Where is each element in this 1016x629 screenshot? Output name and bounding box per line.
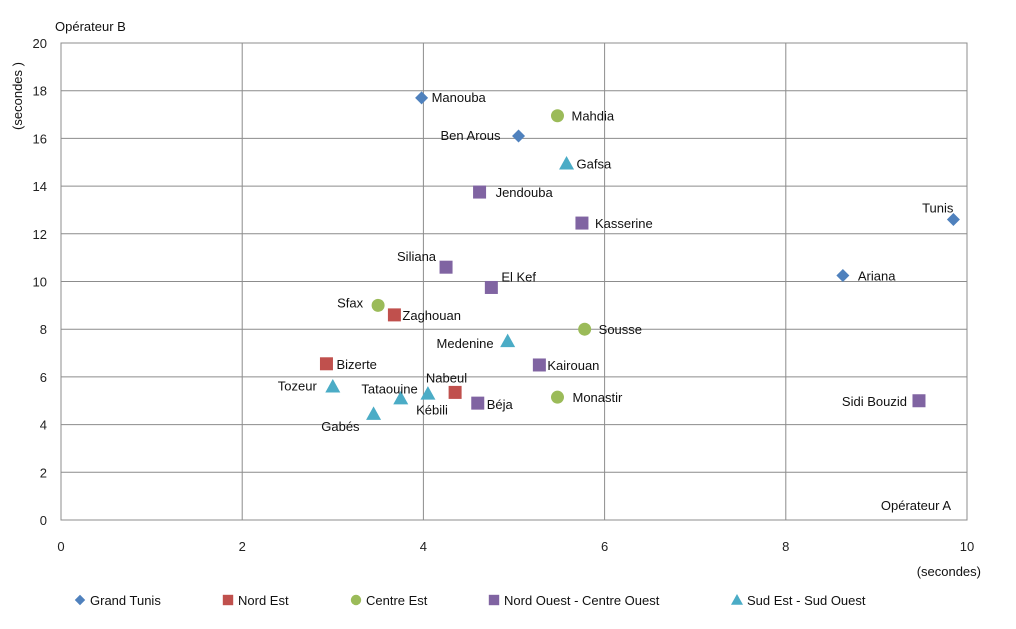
point-label: Monastir — [572, 390, 623, 405]
data-point — [559, 155, 575, 170]
x-tick-label: 10 — [960, 539, 974, 554]
series-0: Manouba Ben Arous Tunis Ariana — [415, 90, 960, 284]
data-point — [371, 298, 385, 312]
point-label: Jendouba — [496, 185, 554, 200]
data-point — [387, 308, 401, 322]
point-label: Ben Arous — [441, 128, 501, 143]
legend-item: Sud Est - Sud Ouest — [731, 593, 866, 608]
point-label: Mahdia — [571, 109, 614, 124]
y-tick-label: 6 — [40, 370, 47, 385]
x-axis-unit: (secondes) — [917, 564, 981, 579]
data-point — [471, 396, 485, 410]
legend-label: Sud Est - Sud Ouest — [747, 593, 866, 608]
point-label: Kasserine — [595, 216, 653, 231]
point-label: Nabeul — [426, 370, 467, 385]
series-1: Zaghouan Bizerte Nabeul — [319, 308, 467, 399]
point-label: Kébili — [416, 403, 448, 418]
data-point — [912, 394, 926, 408]
point-label: Tunis — [922, 200, 954, 215]
point-label: Gafsa — [577, 156, 612, 171]
y-tick-label: 14 — [33, 179, 47, 194]
legend-swatch — [731, 594, 743, 605]
series-3: Jendouba Kasserine Siliana El Kef Kairouan Bé… — [397, 185, 926, 412]
legend-swatch — [74, 594, 86, 606]
y-tick-label: 0 — [40, 513, 47, 528]
data-points: Manouba Ben Arous Tunis Ariana Zaghouan Bizer… — [278, 90, 960, 434]
y-tick-label: 16 — [33, 131, 47, 146]
data-point — [473, 185, 487, 199]
data-point — [575, 216, 589, 230]
data-point — [420, 386, 436, 400]
data-point — [484, 280, 498, 294]
data-point — [325, 378, 341, 393]
data-point — [532, 358, 546, 372]
legend-label: Nord Est — [238, 593, 289, 608]
y-tick-label: 2 — [40, 465, 47, 480]
point-label: Siliana — [397, 249, 437, 264]
tick-labels: 0 2 4 6 8 10 12 14 16 18 20 0 2 4 6 8 10 — [33, 36, 975, 554]
legend-label: Nord Ouest - Centre Ouest — [504, 593, 660, 608]
x-tick-label: 8 — [782, 539, 789, 554]
y-tick-label: 20 — [33, 36, 47, 51]
point-label: Kairouan — [547, 358, 599, 373]
legend-item: Grand Tunis — [74, 593, 161, 608]
point-label: Tataouine — [361, 381, 417, 396]
point-label: Béja — [487, 397, 514, 412]
data-point — [946, 212, 960, 226]
x-tick-label: 6 — [601, 539, 608, 554]
point-label: Sidi Bouzid — [842, 394, 907, 409]
legend: Grand Tunis Nord Est Centre Est Nord Ouest … — [74, 593, 866, 608]
point-label: Gabés — [321, 419, 360, 434]
y-tick-label: 18 — [33, 84, 47, 99]
y-tick-label: 10 — [33, 275, 47, 290]
data-point — [500, 333, 516, 348]
y-axis-unit: (secondes ) — [10, 62, 25, 130]
data-point — [319, 357, 333, 371]
point-label: Ariana — [858, 269, 896, 284]
legend-swatch — [488, 594, 500, 606]
data-point — [393, 390, 409, 405]
legend-item: Centre Est — [350, 593, 428, 608]
point-label: Sousse — [599, 322, 642, 337]
y-tick-label: 4 — [40, 418, 47, 433]
x-tick-label: 2 — [239, 539, 246, 554]
legend-item: Nord Est — [222, 593, 289, 608]
data-point — [439, 260, 453, 274]
point-label: Zaghouan — [402, 308, 461, 323]
y-tick-label: 12 — [33, 227, 47, 242]
legend-item: Nord Ouest - Centre Ouest — [488, 593, 660, 608]
point-label: Manouba — [432, 90, 487, 105]
plot-frame — [60, 42, 968, 521]
x-tick-label: 0 — [57, 539, 64, 554]
data-point — [578, 322, 592, 336]
data-point — [415, 91, 429, 105]
x-axis-title: Opérateur A — [881, 498, 951, 513]
data-point — [448, 385, 462, 399]
point-label: Tozeur — [278, 378, 318, 393]
data-point — [836, 269, 850, 283]
point-label: El Kef — [501, 269, 536, 284]
point-label: Medenine — [437, 336, 494, 351]
series-4: Gafsa Medenine Tozeur Tataouine Kébili Gabés — [278, 155, 612, 434]
x-tick-label: 4 — [420, 539, 427, 554]
legend-swatch — [350, 594, 362, 606]
y-axis-title: Opérateur B — [55, 19, 126, 34]
series-2: Mahdia Sfax Sousse Monastir — [337, 109, 642, 405]
legend-label: Grand Tunis — [90, 593, 161, 608]
point-label: Bizerte — [336, 357, 376, 372]
data-point — [550, 390, 564, 404]
point-label: Sfax — [337, 295, 364, 310]
data-point — [366, 406, 382, 420]
data-point — [550, 109, 564, 123]
legend-swatch — [222, 594, 234, 606]
legend-label: Centre Est — [366, 593, 428, 608]
y-tick-label: 8 — [40, 322, 47, 337]
data-point — [512, 129, 526, 143]
